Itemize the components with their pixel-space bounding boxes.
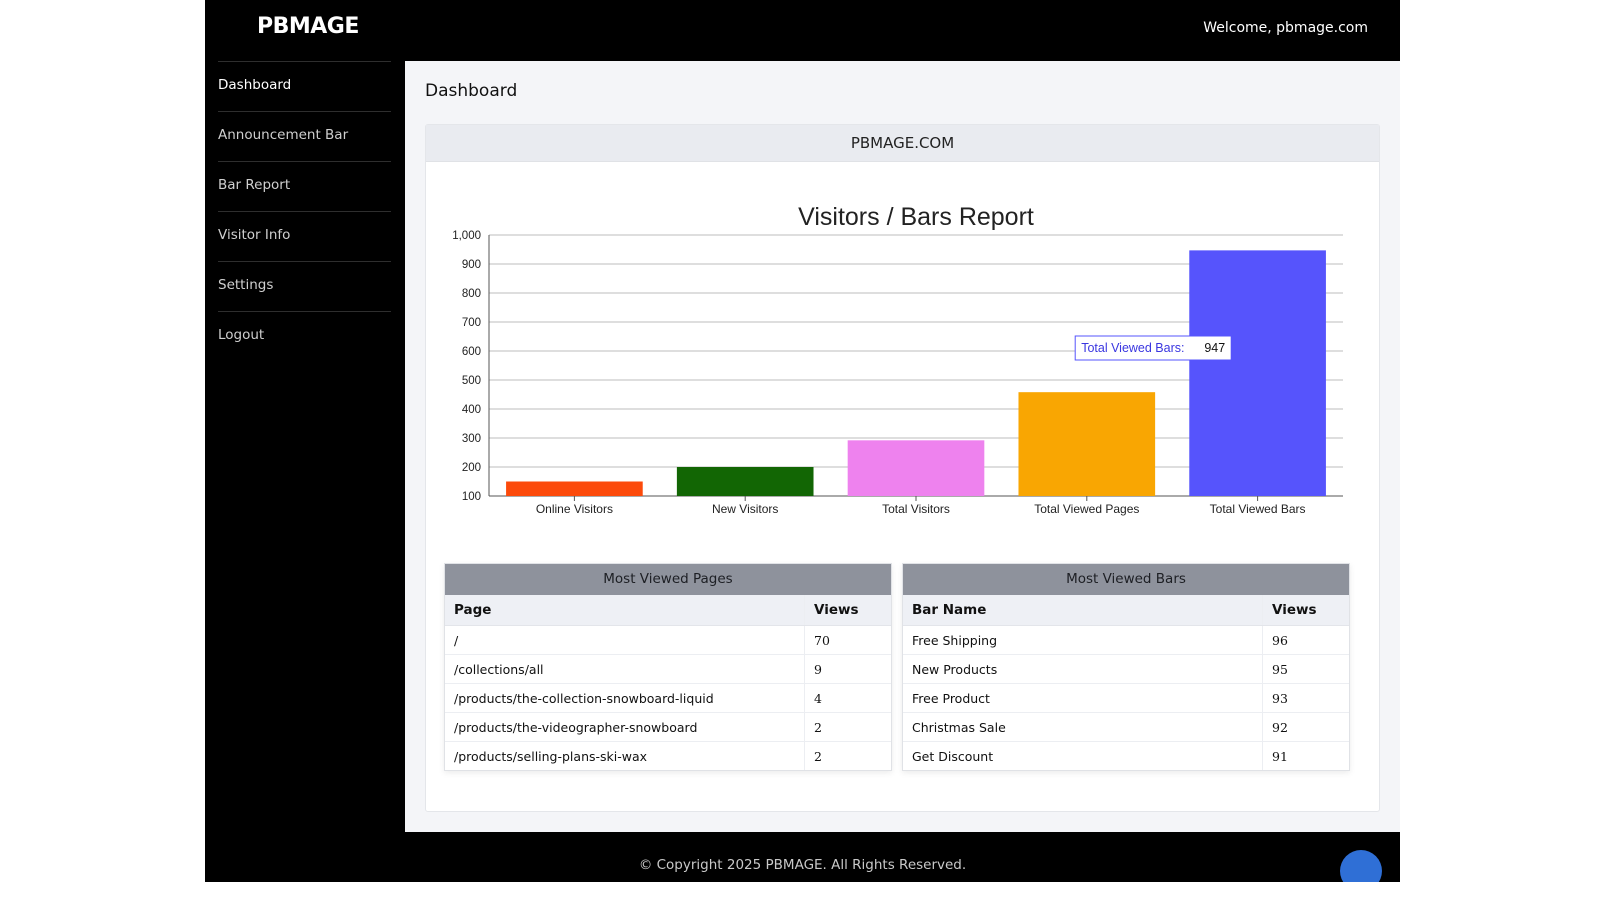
page-path: /products/the-videographer-snowboard [445,712,805,742]
bar-views: 96 [1262,625,1349,655]
page-views: 2 [804,741,891,770]
bar-views: 95 [1262,654,1349,684]
sidebar-item-logout[interactable]: Logout [218,311,391,361]
most-viewed-pages-panel: Most Viewed Pages Page Views / 70 [444,563,892,771]
tooltip-box [1074,335,1232,361]
bar-name: Get Discount [903,741,1263,770]
sidebar-item-announcement-bar[interactable]: Announcement Bar [218,111,391,161]
bar [1189,250,1326,496]
bar-name: Free Product [903,683,1263,713]
table-row: Free Product 93 [903,683,1349,713]
bar-name: Christmas Sale [903,712,1263,742]
page-path: /products/the-collection-snowboard-liqui… [445,683,805,713]
welcome-text: Welcome, pbmage.com [1203,20,1368,36]
chart-title: Visitors / Bars Report [798,203,1034,231]
y-tick-label: 700 [462,317,481,329]
table-row: /products/the-videographer-snowboard 2 [445,712,891,742]
table-header-row: Page Views [445,595,891,626]
table-row: Free Shipping 96 [903,625,1349,655]
y-tick-label: 1,000 [452,230,481,242]
dashboard-card: PBMAGE.COM Visitors / Bars Report 100 200 3… [425,124,1380,812]
bar [506,481,643,496]
tooltip-value: 947 [1204,341,1225,355]
card-title: PBMAGE.COM [426,125,1379,162]
y-tick-label: 300 [462,433,481,445]
column-header-bar-name: Bar Name [903,595,1263,626]
chart-container: Visitors / Bars Report 100 200 300 400 500 600… [426,162,1379,532]
column-header-page: Page [445,595,805,626]
sidebar-item-dashboard[interactable]: Dashboard [218,61,391,111]
table-row: Christmas Sale 92 [903,712,1349,742]
bar [676,467,814,496]
most-viewed-bars-table: Bar Name Views Free Shipping 96 New Prod… [903,595,1349,770]
page-path: / [445,625,805,655]
bar [1018,392,1156,496]
table-row: New Products 95 [903,654,1349,684]
bar-chart: Visitors / Bars Report 100 200 300 400 500 600… [452,203,1343,516]
y-tick-label: 200 [462,462,481,474]
app-shell: PBMAGE Welcome, pbmage.com Dashboard Ann… [205,0,1400,900]
y-tick-label: 500 [462,375,481,387]
page-views: 2 [804,712,891,742]
y-tick-label: 800 [462,288,481,300]
table-row: /products/the-collection-snowboard-liqui… [445,683,891,713]
y-tick-label: 100 [462,491,481,503]
footer: © Copyright 2025 PBMAGE. All Rights Rese… [205,832,1400,900]
column-header-views: Views [804,595,891,626]
bar-name: New Products [903,654,1263,684]
sidebar-item-settings[interactable]: Settings [218,261,391,311]
sidebar-item-visitor-info[interactable]: Visitor Info [218,211,391,261]
sidebar-item-bar-report[interactable]: Bar Report [218,161,391,211]
y-tick-label: 400 [462,404,481,416]
page-views: 70 [804,625,891,655]
bar-views: 92 [1262,712,1349,742]
page-title: Dashboard [425,81,518,101]
x-tick-label: New Visitors [712,502,778,516]
x-tick-label: Total Visitors [882,502,950,516]
copyright-text: © Copyright 2025 PBMAGE. All Rights Rese… [638,857,967,873]
x-tick-label: Total Viewed Bars [1210,502,1306,516]
y-tick-label: 600 [462,346,481,358]
most-viewed-bars-panel: Most Viewed Bars Bar Name Views Free Shi… [902,563,1350,771]
most-viewed-bars-title: Most Viewed Bars [903,564,1349,595]
most-viewed-pages-table: Page Views / 70 /collections/all 9 [445,595,891,770]
table-header-row: Bar Name Views [903,595,1349,626]
tooltip-label: Total Viewed Bars: [1081,341,1184,355]
logo[interactable]: PBMAGE [257,14,359,39]
page-path: /products/selling-plans-ski-wax [445,741,805,770]
page-path: /collections/all [445,654,805,684]
page-bottom-margin [0,882,1600,900]
most-viewed-pages-title: Most Viewed Pages [445,564,891,595]
table-row: Get Discount 91 [903,741,1349,770]
main-content: Dashboard PBMAGE.COM Visitors / Bars Rep… [405,61,1400,832]
bar-views: 93 [1262,683,1349,713]
y-tick-label: 900 [462,259,481,271]
top-bar: PBMAGE Welcome, pbmage.com [205,0,1400,61]
sidebar: Dashboard Announcement Bar Bar Report Vi… [218,61,391,361]
table-row: /products/selling-plans-ski-wax 2 [445,741,891,770]
bar-views: 91 [1262,741,1349,770]
column-header-views: Views [1262,595,1349,626]
x-tick-label: Online Visitors [536,502,613,516]
bar [847,440,985,496]
page-views: 4 [804,683,891,713]
bar-name: Free Shipping [903,625,1263,655]
table-row: / 70 [445,625,891,655]
x-tick-label: Total Viewed Pages [1034,502,1139,516]
page-views: 9 [804,654,891,684]
table-row: /collections/all 9 [445,654,891,684]
